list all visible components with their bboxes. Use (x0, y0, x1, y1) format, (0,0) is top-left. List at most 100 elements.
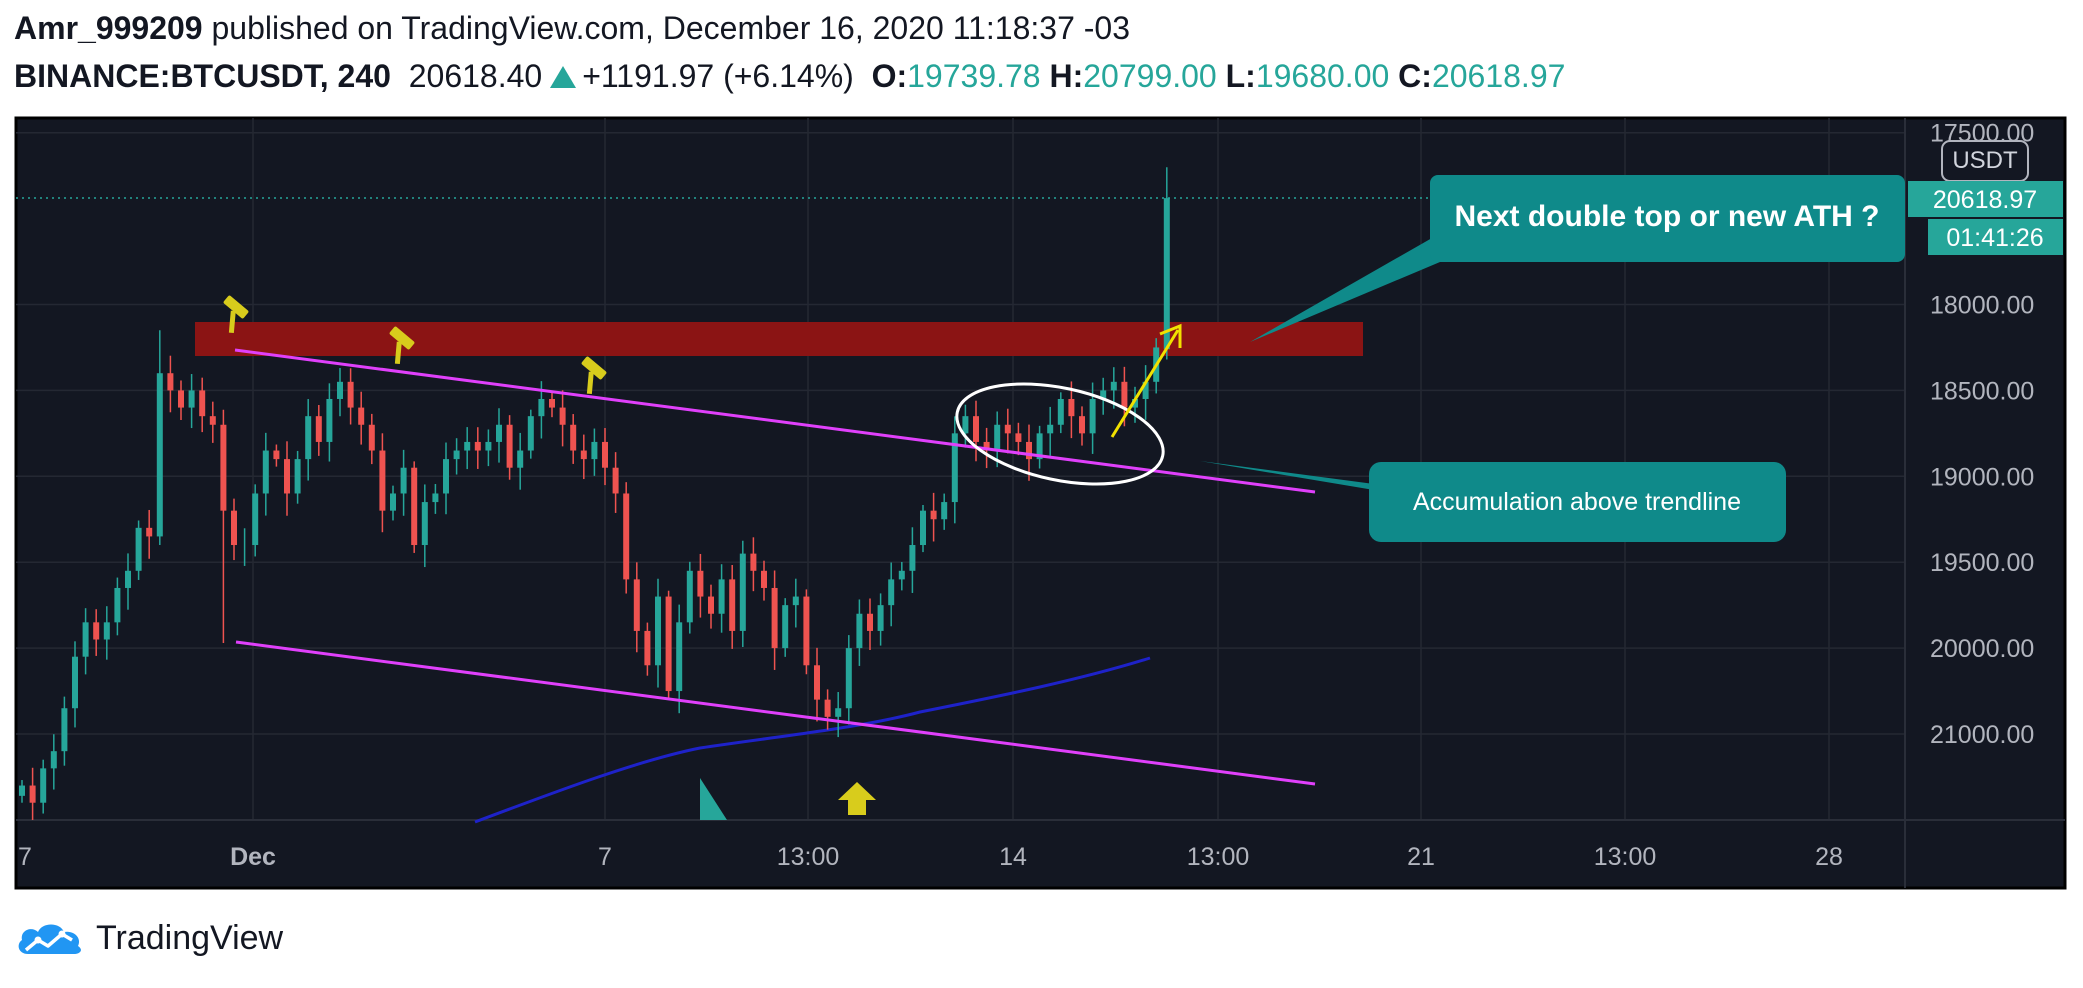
candle-body[interactable] (19, 785, 25, 796)
candle-body[interactable] (61, 708, 68, 752)
candle-body[interactable] (1026, 441, 1032, 460)
candle-body[interactable] (517, 450, 524, 468)
candle-body[interactable] (930, 510, 937, 520)
candle-body[interactable] (623, 493, 630, 580)
candle-body[interactable] (877, 605, 884, 631)
candle-body[interactable] (1142, 381, 1149, 399)
candle-body[interactable] (612, 467, 619, 494)
moving-average[interactable] (474, 656, 1151, 824)
candle-body[interactable] (1068, 398, 1075, 417)
candle-body[interactable] (93, 622, 100, 640)
candle-body[interactable] (1079, 416, 1085, 434)
yellow-arrow-icon[interactable] (1110, 323, 1182, 438)
candle-body[interactable] (814, 665, 820, 700)
candle-body[interactable] (496, 424, 502, 442)
symbol-label[interactable]: BINANCE:BTCUSDT, 240 (14, 58, 391, 94)
candle-body[interactable] (347, 381, 354, 408)
candle-body[interactable] (527, 416, 534, 451)
candle-body[interactable] (1015, 433, 1022, 442)
candle-body[interactable] (82, 622, 89, 657)
candle-body[interactable] (867, 613, 873, 631)
candle-body[interactable] (1057, 398, 1064, 425)
candle-body[interactable] (1047, 424, 1054, 434)
candle-body[interactable] (443, 459, 449, 494)
candle-body[interactable] (771, 587, 778, 649)
candle-body[interactable] (188, 390, 195, 408)
resistance-zone[interactable] (195, 322, 1363, 356)
candle-body[interactable] (708, 596, 714, 614)
candle-body[interactable] (1004, 424, 1011, 434)
candle-body[interactable] (485, 441, 492, 451)
candle-body[interactable] (909, 545, 916, 571)
candle-body[interactable] (199, 390, 206, 417)
candle-body[interactable] (72, 656, 78, 709)
candle-body[interactable] (326, 398, 333, 442)
callout-bottom[interactable]: Accumulation above trendline (1200, 461, 1786, 542)
candle-body[interactable] (273, 450, 280, 460)
accumulation-ellipse[interactable] (948, 367, 1173, 501)
candle-body[interactable] (432, 493, 439, 503)
candle-body[interactable] (633, 579, 640, 631)
candle-body[interactable] (962, 416, 969, 434)
candle-body[interactable] (146, 527, 153, 537)
candle-body[interactable] (464, 441, 471, 451)
candle-body[interactable] (994, 424, 1001, 451)
candle-body[interactable] (920, 510, 926, 546)
candle-body[interactable] (570, 424, 577, 451)
candle-body[interactable] (252, 493, 259, 546)
candle-body[interactable] (156, 373, 163, 537)
candle-body[interactable] (305, 416, 312, 460)
candle-body[interactable] (390, 493, 396, 511)
candle-body[interactable] (761, 570, 767, 588)
candle-body[interactable] (337, 381, 343, 399)
candle-body[interactable] (1132, 398, 1138, 408)
callout-top[interactable]: Next double top or new ATH ? (1250, 175, 1905, 342)
candle-body[interactable] (697, 570, 704, 597)
candle-body[interactable] (898, 570, 905, 580)
candle-body[interactable] (559, 407, 566, 425)
candle-body[interactable] (453, 450, 460, 460)
tradingview-brand[interactable]: TradingView (96, 918, 284, 957)
candle-body[interactable] (231, 510, 237, 546)
candle-body[interactable] (421, 502, 428, 546)
upper-trendline[interactable] (234, 348, 1316, 494)
candle-body[interactable] (665, 596, 672, 692)
candle-body[interactable] (845, 648, 852, 709)
candle-body[interactable] (973, 416, 979, 442)
candle-body[interactable] (644, 630, 651, 666)
candle-body[interactable] (379, 450, 386, 511)
candle-body[interactable] (1036, 433, 1043, 460)
author-name[interactable]: Amr_999209 (14, 10, 203, 46)
candle-body[interactable] (294, 459, 301, 494)
candle-body[interactable] (676, 622, 683, 692)
candle-body[interactable] (135, 527, 142, 571)
candle-body[interactable] (729, 579, 736, 631)
candle-body[interactable] (103, 622, 110, 640)
candle-body[interactable] (1110, 381, 1117, 391)
candle-body[interactable] (368, 424, 375, 451)
candle-body[interactable] (835, 708, 842, 717)
candle-body[interactable] (262, 450, 269, 494)
candle-body[interactable] (580, 450, 587, 460)
candle-body[interactable] (114, 587, 121, 623)
candle-body[interactable] (888, 579, 895, 606)
candle-body[interactable] (824, 699, 831, 717)
candle-body[interactable] (411, 467, 418, 546)
candle-body[interactable] (40, 768, 47, 803)
candle-body[interactable] (983, 441, 990, 451)
lower-trendline[interactable] (235, 640, 1316, 786)
candle-body[interactable] (782, 605, 789, 649)
candle-body[interactable] (792, 596, 799, 606)
candle-body[interactable] (750, 553, 757, 571)
candle-body[interactable] (655, 596, 661, 666)
candle-body[interactable] (591, 441, 598, 460)
candle-body[interactable] (315, 416, 322, 442)
candle-body[interactable] (358, 407, 365, 425)
candle-body[interactable] (602, 441, 608, 468)
candle-body[interactable] (1089, 398, 1096, 434)
candle-body[interactable] (474, 441, 481, 451)
candle-body[interactable] (538, 398, 545, 417)
candle-body[interactable] (941, 502, 948, 520)
candle-body[interactable] (718, 579, 725, 614)
candle-body[interactable] (50, 751, 57, 769)
